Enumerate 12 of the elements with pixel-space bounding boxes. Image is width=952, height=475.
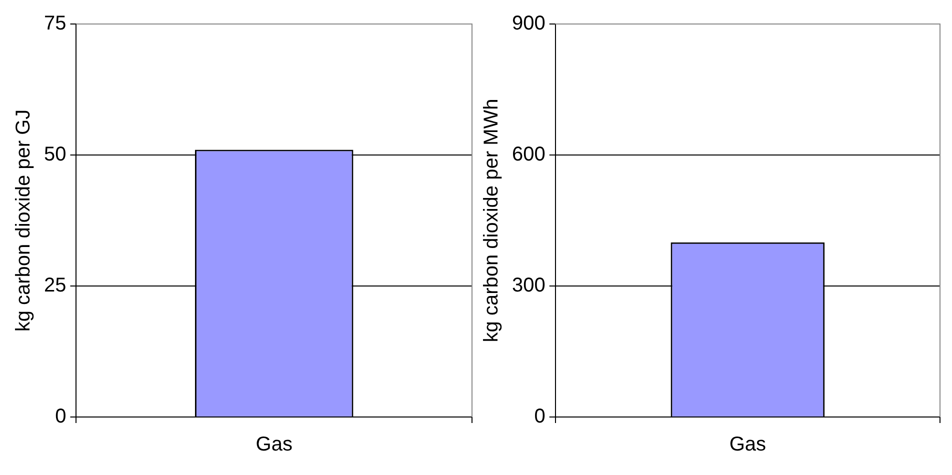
x-tick-label: Gas [729,434,766,456]
y-tick-label: 300 [512,274,546,297]
y-axis-title: kg carbon dioxide per GJ [12,109,35,332]
y-tick-label: 0 [55,406,66,428]
y-tick-label: 0 [534,406,546,428]
y-tick-label: 75 [44,12,66,35]
y-tick-label: 50 [44,144,66,166]
y-tick-label: 25 [44,274,66,297]
y-axis-title: kg carbon dioxide per MWh [480,98,503,342]
y-tick-label: 900 [512,12,546,35]
x-tick-label: Gas [256,434,292,456]
y-tick-label: 600 [512,144,546,166]
